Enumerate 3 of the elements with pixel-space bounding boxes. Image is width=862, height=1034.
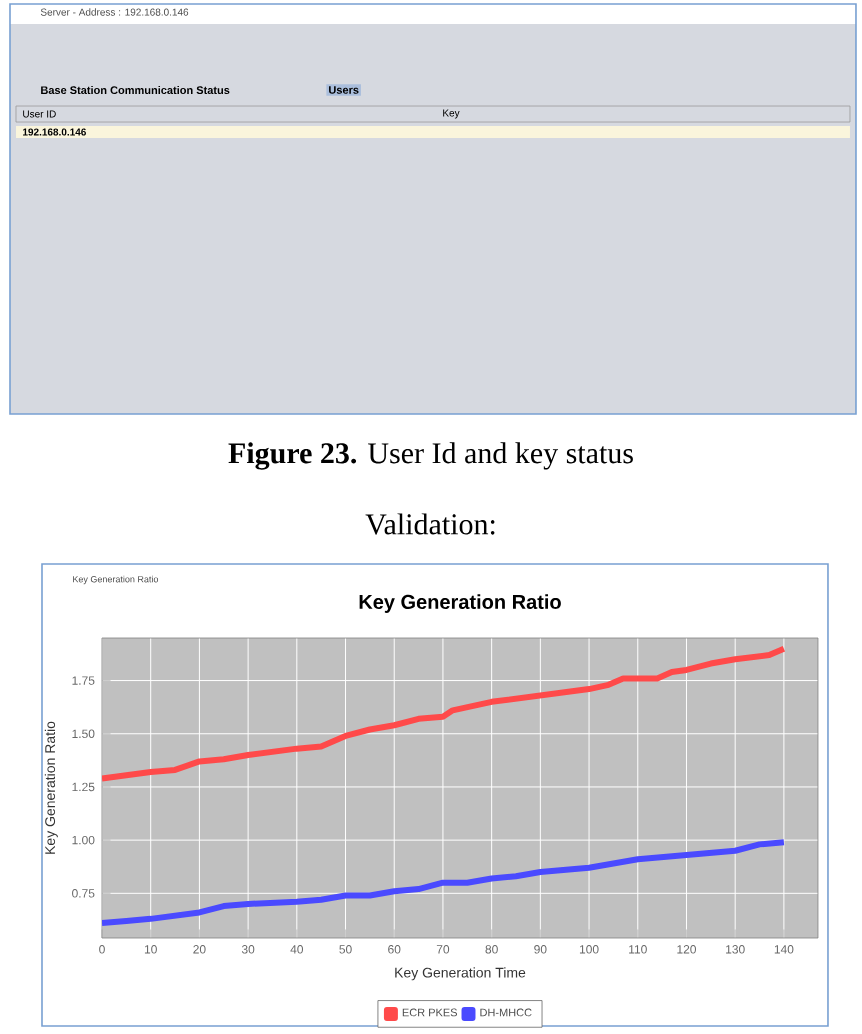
chart-title: Key Generation Ratio xyxy=(359,594,561,613)
text: Validation: xyxy=(365,513,495,535)
text: Figure 23. User Id and key status xyxy=(228,442,633,470)
